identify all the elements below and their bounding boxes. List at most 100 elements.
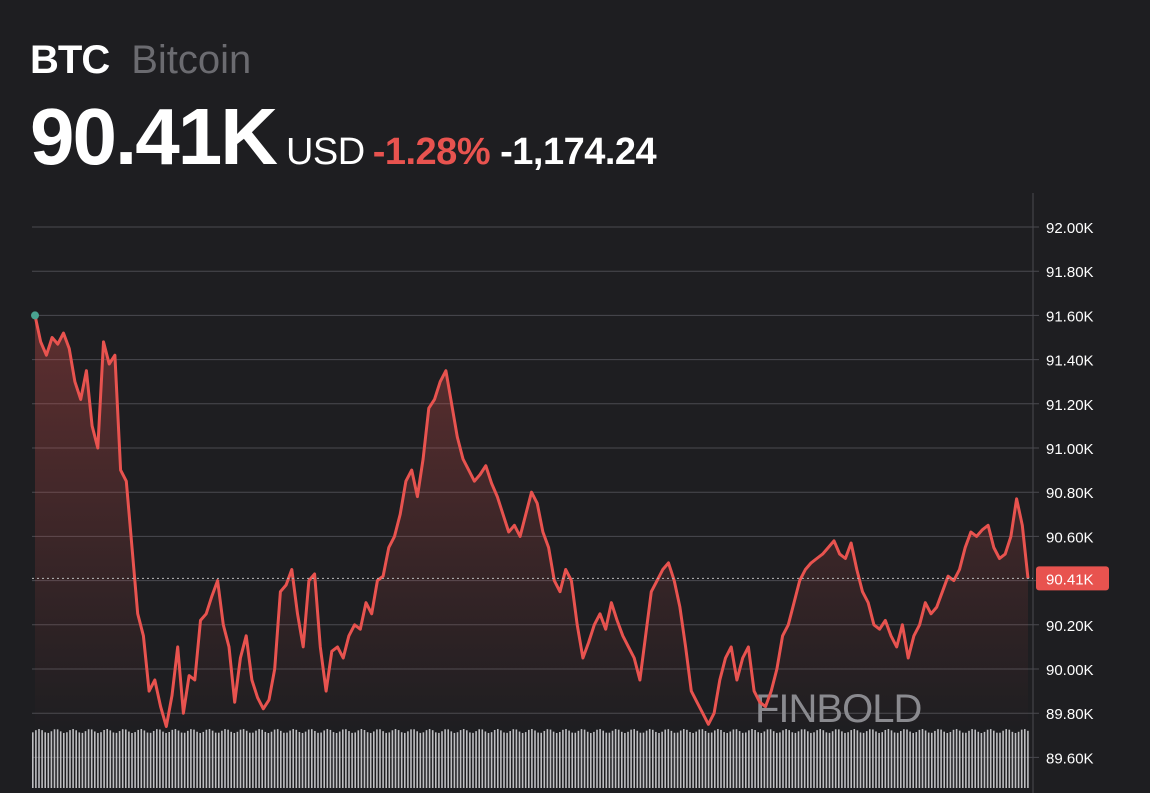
volume-bar: [999, 732, 1001, 788]
volume-bar: [1020, 729, 1023, 788]
volume-bar: [881, 732, 883, 788]
volume-bar: [686, 729, 688, 788]
volume-bar: [388, 732, 391, 788]
volume-bar: [214, 732, 217, 788]
volume-bar: [348, 731, 350, 788]
volume-bar: [407, 731, 409, 788]
volume-bar: [1002, 730, 1004, 788]
volume-bar: [965, 732, 967, 788]
volume-bar: [568, 730, 570, 788]
volume-bar: [726, 732, 728, 788]
volume-bar: [518, 731, 521, 788]
volume-bar: [171, 729, 174, 788]
last-price-box: [1036, 566, 1109, 591]
volume-bar: [258, 729, 260, 788]
volume-bar: [295, 729, 298, 788]
quote-header: BTC Bitcoin 90.41K USD -1.28% -1,174.24: [30, 38, 657, 177]
volume-bar: [422, 732, 425, 788]
volume-bar: [239, 729, 242, 788]
volume-bar: [165, 732, 167, 788]
volume-bar: [865, 731, 868, 788]
volume-bar: [599, 729, 601, 788]
volume-bar: [655, 731, 657, 788]
volume-bar: [732, 729, 735, 788]
volume-bar: [469, 732, 471, 788]
volume-bar: [131, 732, 133, 788]
volume-bar: [583, 729, 586, 788]
volume-bar: [571, 732, 573, 788]
volume-bar: [283, 732, 285, 788]
volume-bar: [869, 729, 871, 788]
volume-bar: [810, 732, 812, 788]
volume-bar: [472, 732, 474, 788]
volume-bar: [376, 729, 378, 788]
volume-bar: [828, 732, 831, 788]
volume-bar: [137, 729, 139, 788]
volume-bar: [252, 732, 254, 788]
y-tick-label: 91.80K: [1046, 264, 1094, 281]
volume-bar: [918, 729, 921, 788]
volume-bar: [320, 732, 322, 788]
volume-bar: [586, 731, 589, 788]
volume-bar: [645, 730, 648, 788]
volume-bar: [900, 731, 902, 788]
volume-bar: [565, 729, 567, 788]
volume-bar: [503, 732, 505, 788]
volume-bar: [307, 729, 310, 788]
volume-bar: [413, 729, 415, 788]
volume-bar: [152, 730, 155, 788]
volume-bar: [506, 732, 508, 788]
currency-label: USD: [285, 131, 365, 173]
volume-bar: [329, 729, 332, 788]
volume-bar: [791, 732, 794, 788]
volume-bar: [134, 732, 136, 788]
asset-name: Bitcoin: [131, 38, 252, 82]
volume-bar: [559, 731, 561, 788]
volume-bar: [803, 729, 806, 788]
volume-bar: [862, 732, 865, 788]
volume-bar: [537, 732, 539, 788]
volume-bar: [66, 732, 68, 788]
volume-bar: [602, 730, 604, 788]
volume-bar: [574, 732, 577, 788]
volume-bar: [906, 729, 908, 788]
volume-bar: [825, 732, 828, 788]
volume-bar: [627, 731, 629, 788]
volume-bar: [354, 732, 356, 788]
y-tick-label: 91.20K: [1046, 397, 1094, 414]
volume-bar: [887, 729, 890, 788]
volume-bar: [679, 730, 682, 788]
volume-bar: [636, 730, 639, 788]
volume-bar: [419, 732, 422, 788]
volume-bar: [670, 730, 673, 788]
volume-bars: [32, 729, 1029, 788]
volume-bar: [754, 730, 756, 788]
volume-bar: [673, 732, 676, 788]
volume-bar: [605, 732, 608, 788]
volume-bar: [441, 731, 443, 788]
volume-bar: [115, 732, 118, 788]
volume-bar: [642, 732, 645, 788]
volume-bar: [608, 732, 611, 788]
volume-bar: [53, 729, 56, 788]
volume-bar: [397, 730, 400, 788]
volume-bar: [159, 729, 161, 788]
volume-bar: [617, 729, 620, 788]
volume-bar: [751, 729, 753, 788]
volume-bar: [745, 732, 747, 788]
volume-bar: [980, 732, 983, 788]
volume-bar: [955, 729, 958, 788]
volume-bar: [704, 730, 707, 788]
volume-bar: [714, 730, 716, 788]
volume-bar: [149, 732, 152, 788]
volume-bar: [242, 729, 245, 788]
volume-bar: [447, 729, 449, 788]
volume-bar: [841, 731, 843, 788]
volume-bar: [270, 731, 273, 788]
volume-bar: [816, 730, 818, 788]
volume-bar: [109, 730, 112, 788]
volume-bar: [438, 732, 440, 788]
volume-bar: [335, 732, 338, 788]
volume-bar: [989, 729, 992, 788]
volume-bar: [797, 731, 800, 788]
